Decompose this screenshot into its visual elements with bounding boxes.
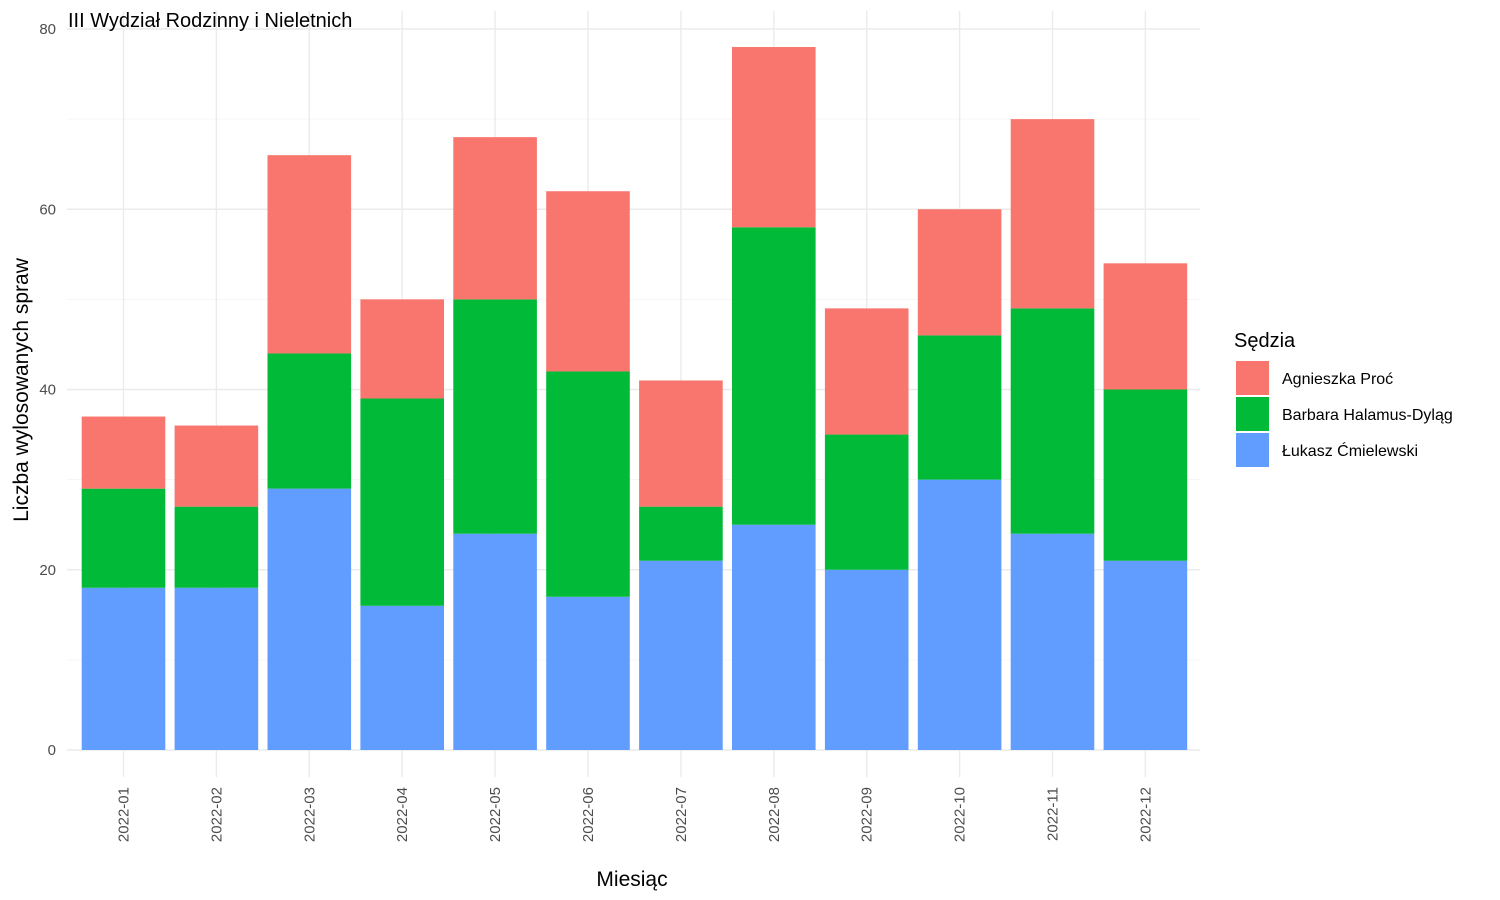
bar-segment	[360, 299, 444, 399]
x-tick-label: 2022-07	[673, 787, 690, 842]
x-tick-label: 2022-10	[952, 787, 969, 842]
bars	[81, 47, 1188, 750]
bar-segment	[81, 416, 166, 489]
bar-segment	[1010, 533, 1095, 750]
bar-segment	[267, 353, 352, 489]
bar-segment	[453, 137, 537, 300]
bar-segment	[732, 47, 816, 228]
x-tick-label: 2022-08	[766, 787, 783, 842]
bar-segment	[453, 533, 537, 750]
bar-segment	[174, 587, 259, 750]
legend-label: Łukasz Ćmielewski	[1282, 441, 1418, 460]
bar-segment	[639, 560, 723, 750]
y-tick-label: 20	[39, 562, 56, 579]
bar-segment	[546, 596, 630, 750]
y-tick-label: 40	[39, 382, 56, 399]
bar-segment	[732, 227, 816, 525]
legend-key	[1236, 361, 1269, 395]
bar-segment	[174, 425, 259, 507]
bar-segment	[81, 587, 166, 750]
bar-segment	[360, 398, 444, 606]
legend-key	[1236, 433, 1269, 467]
legend-title: Sędzia	[1234, 330, 1296, 352]
x-tick-label: 2022-05	[487, 787, 504, 842]
chart-title: III Wydział Rodzinny i Nieletnich	[68, 10, 352, 32]
bar-segment	[174, 506, 259, 588]
bar-segment	[546, 371, 630, 597]
x-axis-title: Miesiąc	[596, 868, 667, 891]
bar-segment	[917, 479, 1002, 750]
x-tick-label: 2022-01	[116, 787, 133, 842]
x-tick-label: 2022-04	[394, 787, 411, 842]
x-tick-label: 2022-03	[301, 787, 318, 842]
bar-segment	[1103, 389, 1188, 561]
x-axis-ticks: 2022-01 2022-02 2022-03 2022-04 2022-05 2022-…	[116, 787, 1155, 842]
bar-segment	[824, 434, 909, 570]
x-tick-label: 2022-06	[580, 787, 597, 842]
bar-segment	[360, 605, 444, 750]
bar-segment	[1103, 560, 1188, 750]
bar-segment	[1103, 263, 1188, 390]
y-axis-title: Liczba wylosowanych spraw	[10, 257, 33, 522]
x-tick-label: 2022-02	[208, 787, 225, 842]
legend-label: Agnieszka Proć	[1282, 371, 1393, 388]
y-axis-ticks: 0 20 40 60 80	[39, 21, 56, 759]
bar-segment	[732, 524, 816, 750]
bar-segment	[639, 506, 723, 561]
bar-segment	[917, 209, 1002, 336]
y-tick-label: 60	[39, 201, 56, 218]
x-tick-label: 2022-09	[859, 787, 876, 842]
x-tick-label: 2022-12	[1137, 787, 1154, 842]
x-tick-label: 2022-11	[1045, 787, 1062, 841]
bar-segment	[824, 308, 909, 435]
bar-segment	[267, 155, 352, 354]
legend-label: Barbara Halamus-Dyląg	[1282, 407, 1453, 424]
bar-segment	[453, 299, 537, 534]
y-tick-label: 80	[39, 21, 56, 38]
bar-segment	[1010, 308, 1095, 534]
bar-segment	[546, 191, 630, 372]
bar-segment	[267, 488, 352, 750]
bar-segment	[81, 488, 166, 588]
legend: Sędzia Agnieszka Proć Barbara Halamus-Dyl…	[1234, 330, 1453, 467]
y-tick-label: 0	[48, 742, 56, 759]
bar-segment	[917, 335, 1002, 480]
legend-key	[1236, 397, 1269, 431]
bar-segment	[824, 569, 909, 750]
bar-segment	[1010, 119, 1095, 309]
bar-segment	[639, 380, 723, 507]
